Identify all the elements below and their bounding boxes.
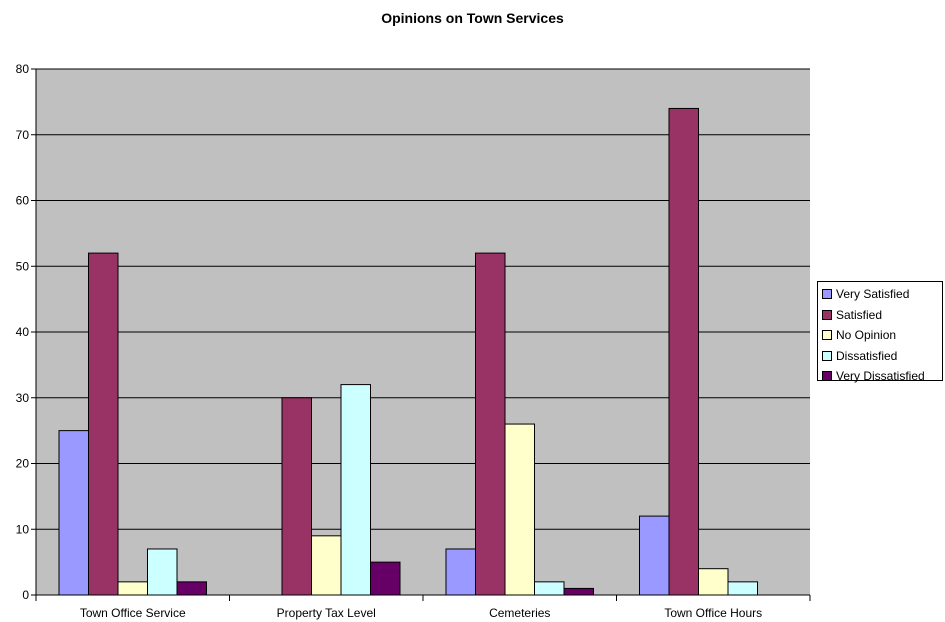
y-tick-label: 40	[16, 325, 30, 339]
y-tick-label: 20	[16, 457, 30, 471]
bar	[534, 581, 565, 596]
legend-swatch	[822, 330, 832, 341]
x-tick-label: Cemeteries	[489, 606, 550, 620]
bar	[504, 423, 535, 596]
y-tick-label: 80	[16, 62, 30, 76]
legend-swatch	[822, 289, 832, 300]
legend-item: Very Dissatisfied	[822, 366, 942, 387]
legend-swatch	[822, 309, 832, 320]
y-tick-label: 0	[22, 588, 29, 602]
x-tick-label: Town Office Hours	[664, 606, 762, 620]
bar	[311, 535, 342, 596]
legend: Very Satisfied Satisfied No Opinion Dissati…	[817, 281, 943, 383]
bar	[727, 581, 758, 596]
bar	[370, 561, 401, 596]
bar	[147, 548, 178, 596]
y-tick-label: 30	[16, 391, 30, 405]
bar	[176, 581, 207, 596]
legend-swatch	[822, 350, 832, 361]
legend-label: Very Dissatisfied	[836, 369, 925, 384]
y-tick-label: 10	[16, 522, 30, 536]
bar	[117, 581, 148, 596]
legend-item: Very Satisfied	[822, 284, 942, 305]
legend-label: No Opinion	[836, 328, 897, 343]
y-tick-label: 60	[16, 194, 30, 208]
bar	[340, 384, 371, 596]
bar	[88, 252, 119, 596]
y-tick-label: 70	[16, 128, 30, 142]
bar	[58, 430, 89, 596]
bar	[563, 587, 594, 596]
bar	[281, 397, 312, 596]
legend-label: Dissatisfied	[836, 348, 898, 363]
y-tick-label: 50	[16, 259, 30, 273]
bar	[668, 107, 699, 596]
legend-label: Satisfied	[836, 307, 883, 322]
legend-item: No Opinion	[822, 325, 942, 346]
legend-label: Very Satisfied	[836, 287, 910, 302]
chart-title: Opinions on Town Services	[381, 10, 564, 26]
legend-item: Dissatisfied	[822, 346, 942, 367]
bar	[445, 548, 476, 596]
bar	[698, 568, 729, 596]
x-tick-label: Town Office Service	[80, 606, 186, 620]
legend-swatch	[822, 371, 832, 382]
bar	[475, 252, 506, 596]
x-tick-label: Property Tax Level	[277, 606, 376, 620]
legend-item: Satisfied	[822, 305, 942, 326]
bar	[639, 515, 670, 596]
